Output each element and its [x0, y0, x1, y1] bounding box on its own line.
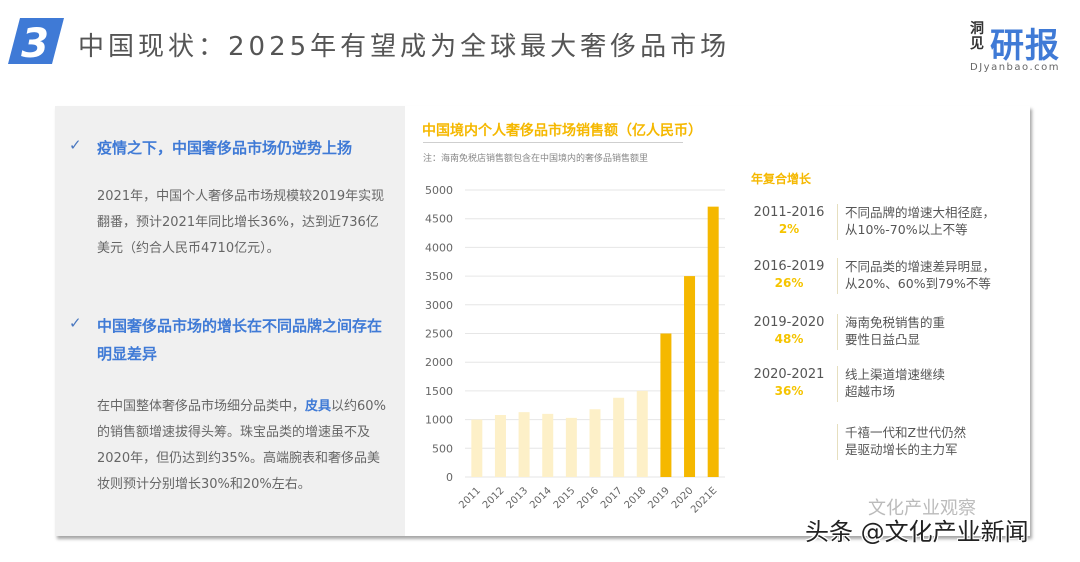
cagr-separator [837, 258, 838, 294]
x-tick-label: 2019 [646, 485, 672, 511]
cagr-row: 2020-2021 36% 线上渠道增速继续 超越市场 [745, 366, 1035, 406]
y-tick-label: 5000 [425, 184, 453, 197]
cagr-percent: 2% [778, 222, 800, 236]
section-body: 在中国整体奢侈品市场细分品类中，皮具以约60%的销售额增速拔得头筹。珠宝品类的增… [97, 394, 389, 498]
bar-2012 [494, 415, 506, 477]
cagr-description-line: 海南免税销售的重 [845, 315, 946, 330]
y-tick-label: 2500 [425, 328, 453, 341]
cagr-row: 2011-2016 2% 不同品牌的增速大相径庭， 从10%-70%以上不等 [745, 204, 1035, 244]
cagr-description-line: 是驱动增长的主力军 [845, 442, 958, 457]
chart-title: 中国境内个人奢侈品市场销售额（亿人民币） [422, 123, 702, 139]
bar-2020 [684, 276, 696, 477]
cagr-description-line: 超越市场 [845, 384, 896, 399]
check-icon: ✓ [69, 136, 82, 154]
logo-url: DJyanbao.com [970, 62, 1060, 73]
bar-2017 [613, 397, 625, 477]
y-tick-label: 500 [432, 442, 453, 455]
cagr-separator [837, 424, 838, 460]
cagr-description: 线上渠道增速继续 超越市场 [845, 366, 945, 400]
cagr-period: 2020-2021 [753, 367, 825, 382]
y-tick-label: 3500 [425, 270, 453, 283]
cagr-description-line: 要性日益凸显 [845, 332, 921, 347]
cagr-percent: 36% [774, 384, 804, 398]
section-brand-differences: ✓ 中国奢侈品市场的增长在不同品牌之间存在明显差异 在中国整体奢侈品市场细分品类… [69, 312, 389, 498]
check-icon: ✓ [69, 314, 82, 332]
badge-shape [8, 18, 64, 64]
cagr-description: 海南免税销售的重 要性日益凸显 [845, 314, 945, 348]
y-tick-label: 1500 [425, 385, 453, 398]
x-tick-label: 2021E [689, 485, 719, 515]
cagr-description: 不同品牌的增速大相径庭， 从10%-70%以上不等 [845, 204, 995, 238]
y-tick-label: 0 [446, 471, 453, 484]
cagr-description-line: 不同品牌的增速大相径庭， [845, 205, 996, 220]
chart-title-rule [423, 142, 683, 143]
x-tick-label: 2013 [504, 485, 530, 511]
body-text-start: 在中国整体奢侈品市场细分品类中， [97, 399, 306, 414]
djyanbao-logo: 洞见 研报 DJyanbao.com [968, 18, 1078, 78]
cagr-period: 2016-2019 [753, 259, 825, 274]
content-card: ✓ 疫情之下，中国奢侈品市场仍逆势上扬 2021年，中国个人奢侈品市场规模较20… [55, 106, 1030, 536]
cagr-period: 2019-2020 [753, 315, 825, 330]
cagr-row: 2019-2020 48% 海南免税销售的重 要性日益凸显 [745, 314, 1035, 354]
watermark: 头条 @文化产业新闻 [805, 518, 1029, 546]
bar-2018 [636, 390, 648, 477]
cagr-description-line: 线上渠道增速继续 [845, 367, 946, 382]
cagr-percent: 48% [774, 332, 804, 346]
y-tick-label: 1000 [425, 414, 453, 427]
left-panel: ✓ 疫情之下，中国奢侈品市场仍逆势上扬 2021年，中国个人奢侈品市场规模较20… [55, 106, 405, 536]
cagr-separator [837, 204, 838, 240]
bar-2011 [471, 419, 483, 477]
x-tick-label: 2015 [552, 485, 578, 511]
section-heading: 疫情之下，中国奢侈品市场仍逆势上扬 [97, 139, 353, 157]
body-text-end: 以约60%的销售额增速拔得头筹。珠宝品类的增速虽不及2020年，但仍达到约35%… [97, 399, 386, 492]
cagr-description-line: 从10%-70%以上不等 [845, 222, 968, 237]
cagr-separator [837, 366, 838, 402]
section-pandemic: ✓ 疫情之下，中国奢侈品市场仍逆势上扬 2021年，中国个人奢侈品市场规模较20… [69, 134, 389, 262]
cagr-separator [837, 314, 838, 350]
cagr-description-line: 从20%、60%到79%不等 [845, 276, 991, 291]
logo-big-text: 研报 [990, 26, 1060, 66]
x-tick-label: 2016 [575, 485, 601, 511]
cagr-row: 2016-2019 26% 不同品类的增速差异明显， 从20%、60%到79%不等 [745, 258, 1035, 298]
cagr-description-line: 不同品类的增速差异明显， [845, 259, 996, 274]
x-tick-label: 2011 [457, 485, 483, 511]
y-tick-label: 3000 [425, 299, 453, 312]
y-tick-label: 2000 [425, 356, 453, 369]
bar-2015 [565, 417, 577, 477]
x-tick-label: 2017 [599, 485, 625, 511]
bar-2014 [542, 413, 554, 477]
cagr-percent: 26% [774, 276, 804, 290]
watermark-faint: 文化产业观察 [868, 498, 976, 519]
x-tick-label: 2014 [528, 485, 554, 511]
cagr-description: 千禧一代和Z世代仍然 是驱动增长的主力军 [845, 424, 966, 458]
body-highlight: 皮具 [305, 399, 332, 414]
cagr-row: 千禧一代和Z世代仍然 是驱动增长的主力军 [745, 424, 1035, 464]
section-heading: 中国奢侈品市场的增长在不同品牌之间存在明显差异 [97, 317, 383, 363]
y-tick-label: 4500 [425, 213, 453, 226]
cagr-description-line: 千禧一代和Z世代仍然 [845, 425, 967, 440]
cagr-title: 年复合增长 [751, 172, 812, 186]
page-title: 中国现状：2025年有望成为全球最大奢侈品市场 [78, 32, 731, 62]
x-tick-label: 2012 [481, 485, 507, 511]
section-body: 2021年，中国个人奢侈品市场规模较2019年实现翻番，预计2021年同比增长3… [97, 189, 385, 256]
section-number-badge: 3 [8, 18, 64, 64]
section-number: 3 [21, 21, 49, 64]
y-tick-label: 4000 [425, 241, 453, 254]
bar-chart: 0 500 1000 1500 2000 2500 3000 3500 4000 4500 5000… [425, 184, 725, 516]
cagr-description: 不同品类的增速差异明显， 从20%、60%到79%不等 [845, 258, 995, 292]
bar-2013 [518, 412, 530, 477]
bar-2021E [707, 206, 719, 477]
cagr-period: 2011-2016 [753, 205, 825, 220]
x-tick-label: 2018 [623, 485, 649, 511]
logo-small-text: 洞见 [970, 21, 984, 52]
bar-2019 [660, 333, 672, 477]
chart-note: 注：海南免税店销售额包含在中国境内的奢侈品销售额里 [423, 154, 649, 164]
bar-2016 [589, 409, 601, 477]
